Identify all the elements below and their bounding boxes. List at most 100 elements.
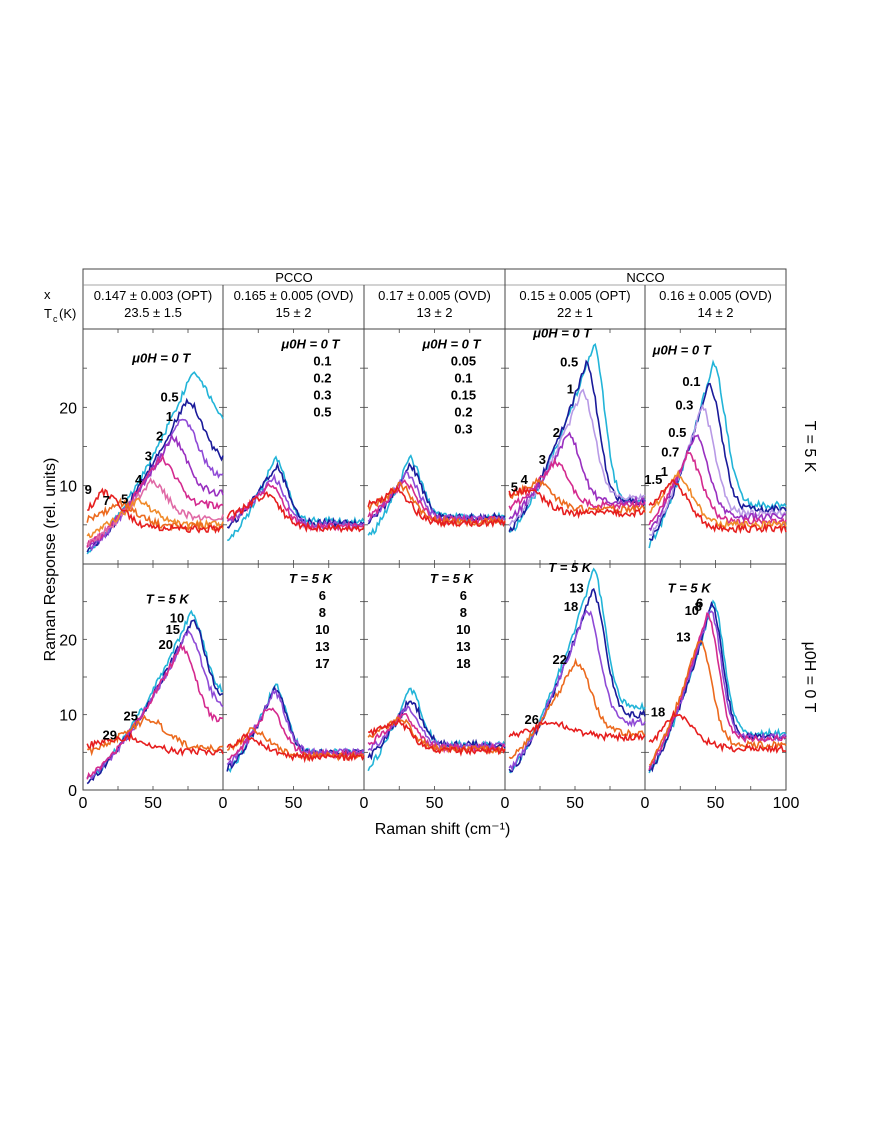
series-curve-5: [86, 497, 224, 539]
legend-title: T = 5 K: [146, 592, 191, 607]
series-curve-13: [508, 587, 646, 773]
group-label: NCCO: [626, 270, 664, 285]
series-curve-18: [648, 709, 787, 754]
curve-label: 15: [166, 622, 180, 637]
curve-label: 1.5: [644, 472, 662, 487]
curve-label: 9: [85, 482, 92, 497]
legend-value: 0.3: [313, 388, 331, 403]
legend-value: 0.3: [454, 422, 472, 437]
series-curve-0.7: [648, 450, 787, 527]
curve-label: 3: [145, 448, 152, 463]
series-curve-7: [86, 497, 224, 532]
legend-title: μ0H = 0 T: [131, 350, 191, 365]
series-curve-2: [508, 431, 646, 520]
legend-title: μ0H = 0 T: [421, 337, 481, 352]
curve-label: 18: [564, 599, 578, 614]
curve-label: 13: [676, 629, 690, 644]
curve-label: 7: [103, 493, 110, 508]
legend-title: T = 5 K: [548, 560, 593, 575]
row-label-temperature: T = 5 K: [801, 421, 818, 473]
column-x-value: 0.16 ± 0.005 (OVD): [659, 288, 772, 303]
column-tc-value: 22 ± 1: [557, 305, 593, 320]
x-tick-label: 0: [501, 795, 510, 812]
legend-value: 0.2: [313, 371, 331, 386]
x-tick-label: 100: [773, 795, 800, 812]
curve-label: 1: [166, 409, 173, 424]
legend-value: 17: [315, 656, 329, 671]
series-curve-18: [367, 718, 506, 757]
legend-value: 10: [315, 622, 329, 637]
series-curve-5: [86, 609, 224, 779]
column-tc-value: 15 ± 2: [275, 305, 311, 320]
y-tick-label: 10: [59, 708, 77, 725]
legend-value: 6: [319, 588, 326, 603]
curve-label: 10: [170, 611, 184, 626]
series-curve-18: [508, 609, 646, 772]
series-curve-0.5: [226, 491, 365, 534]
series-curve-5: [508, 485, 646, 520]
legend-value: 8: [460, 605, 467, 620]
x-tick-label: 50: [285, 795, 303, 812]
legend-title: T = 5 K: [668, 580, 713, 595]
header-tc-label: T: [44, 306, 52, 321]
legend-title: μ0H = 0 T: [652, 343, 712, 358]
series-curve-0: [508, 342, 646, 533]
legend-value: 0.05: [451, 354, 476, 369]
legend-value: 0.15: [451, 388, 476, 403]
column-x-value: 0.17 ± 0.005 (OVD): [378, 288, 491, 303]
legend-value: 6: [460, 588, 467, 603]
series-curve-0.3: [649, 403, 787, 537]
column-tc-value: 14 ± 2: [697, 305, 733, 320]
x-tick-label: 0: [360, 795, 369, 812]
legend-value: 13: [315, 639, 329, 654]
curve-label: 3: [539, 452, 546, 467]
y-tick-label: 0: [68, 783, 77, 800]
header-tc-unit: (K): [59, 306, 76, 321]
curve-label: 1: [567, 382, 574, 397]
curve-label: 13: [569, 580, 583, 595]
series-curve-9: [87, 487, 224, 535]
legend-value: 0.1: [454, 371, 472, 386]
row-label-field: μ0H = 0 T: [801, 642, 818, 713]
series-curve-3: [508, 457, 646, 512]
curve-label: 8: [695, 599, 702, 614]
legend-title: T = 5 K: [430, 571, 475, 586]
series-curve-1.5: [648, 479, 787, 535]
legend-value: 18: [456, 656, 470, 671]
series-curve-29: [86, 731, 224, 757]
column-x-value: 0.165 ± 0.005 (OVD): [234, 288, 354, 303]
legend-title: T = 5 K: [289, 571, 334, 586]
curve-label: 25: [124, 708, 138, 723]
curve-label: 2: [553, 425, 560, 440]
header-tc-subscript: c: [53, 314, 58, 324]
curve-label: 0.5: [668, 425, 686, 440]
curve-label: 0.5: [161, 390, 179, 405]
curve-label: 10: [685, 603, 699, 618]
curve-label: 0.7: [661, 444, 679, 459]
series-curve-20: [86, 643, 224, 780]
y-axis-title: Raman Response (rel. units): [42, 458, 59, 662]
curve-label: 20: [159, 637, 173, 652]
series-curve-8: [648, 610, 787, 770]
legend-value: 0.1: [313, 354, 331, 369]
group-label: PCCO: [275, 270, 313, 285]
column-x-value: 0.15 ± 0.005 (OPT): [519, 288, 630, 303]
y-tick-label: 20: [59, 400, 77, 417]
legend-value: 10: [456, 622, 470, 637]
column-tc-value: 23.5 ± 1.5: [124, 305, 182, 320]
y-tick-label: 10: [59, 479, 77, 496]
x-axis-title: Raman shift (cm⁻¹): [375, 821, 511, 838]
x-tick-label: 50: [144, 795, 162, 812]
column-x-value: 0.147 ± 0.003 (OPT): [94, 288, 212, 303]
x-tick-label: 0: [79, 795, 88, 812]
x-tick-label: 0: [219, 795, 228, 812]
curve-label: 4: [521, 472, 529, 487]
curve-label: 0.1: [682, 374, 700, 389]
legend-value: 8: [319, 605, 326, 620]
series-curve-6: [648, 601, 787, 773]
series-curve-26: [508, 720, 646, 743]
legend-value: 13: [456, 639, 470, 654]
series-curve-4: [508, 477, 646, 515]
